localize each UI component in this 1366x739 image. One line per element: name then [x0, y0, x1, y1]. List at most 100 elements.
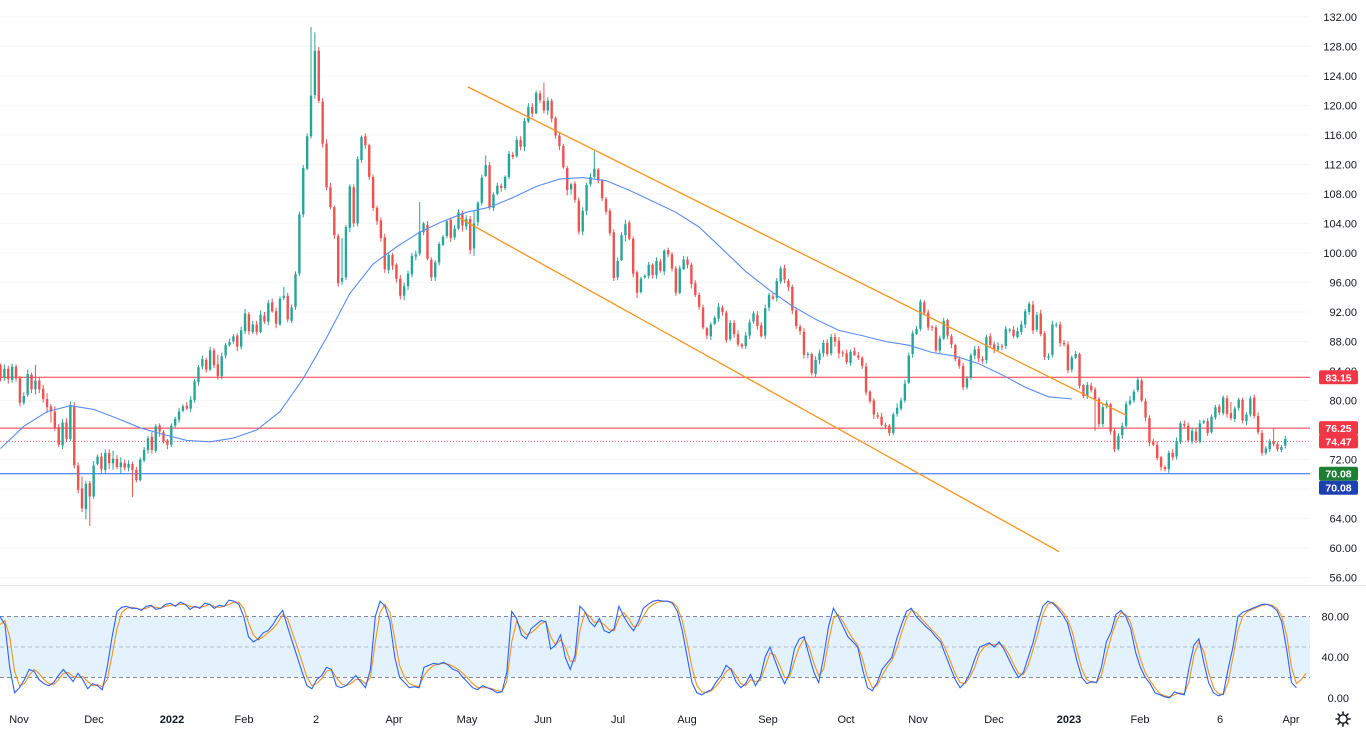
- candle-body: [34, 380, 37, 390]
- candle-body: [938, 338, 942, 351]
- candle: [317, 47, 320, 104]
- candle: [1218, 404, 1221, 416]
- candle: [30, 372, 33, 394]
- candle: [798, 324, 802, 335]
- candle: [950, 334, 953, 349]
- candle: [1202, 419, 1205, 425]
- candle: [1245, 412, 1248, 425]
- candle-body: [651, 264, 654, 276]
- candle-body: [1012, 329, 1015, 337]
- time-tick-label: Sep: [758, 714, 778, 726]
- candle-body: [107, 452, 111, 464]
- gear-icon[interactable]: [1335, 711, 1351, 727]
- candle: [864, 362, 868, 396]
- price-tick-label: 60.00: [1329, 543, 1357, 555]
- candle: [181, 404, 185, 413]
- candle-body: [476, 202, 480, 222]
- time-tick-label: May: [457, 714, 478, 726]
- candle-body: [49, 406, 53, 412]
- candle: [729, 320, 732, 341]
- candle: [313, 32, 317, 99]
- candle: [639, 276, 643, 294]
- candle: [139, 457, 142, 482]
- candle-body: [1214, 407, 1217, 418]
- candle: [41, 385, 45, 403]
- candle: [146, 435, 150, 454]
- candle-body: [232, 336, 235, 342]
- candle-body: [569, 184, 573, 190]
- candle-body: [534, 92, 538, 114]
- candle: [833, 333, 837, 347]
- candle-body: [860, 357, 864, 366]
- time-tick-label: 6: [1217, 714, 1223, 726]
- candle-body: [22, 396, 25, 403]
- candle-body: [542, 100, 546, 111]
- candle: [1039, 309, 1042, 337]
- candle: [107, 449, 111, 470]
- candle: [907, 352, 910, 385]
- candle-body: [224, 345, 227, 356]
- candle: [255, 320, 258, 335]
- candle-body: [18, 378, 22, 403]
- candle: [721, 305, 724, 316]
- candle-body: [597, 169, 600, 181]
- candle: [624, 219, 627, 242]
- candle-body: [1237, 399, 1240, 408]
- candle: [1256, 412, 1260, 435]
- candle-body: [1148, 418, 1151, 443]
- candle-body: [1008, 329, 1011, 331]
- time-tick-label: Aug: [677, 714, 697, 726]
- time-axis[interactable]: Nov Dec 2022 Feb 2 Apr May Jun Jul Aug Sep Oct Nov De…: [9, 714, 1300, 726]
- candle: [880, 413, 883, 427]
- candle: [197, 365, 200, 386]
- candle: [465, 215, 468, 231]
- candle: [1179, 421, 1182, 445]
- candle-body: [189, 399, 192, 409]
- channel-lower-line[interactable]: [458, 216, 1060, 553]
- oscillator-axis[interactable]: 80.00 40.00 0.00: [1321, 611, 1349, 704]
- channel-upper-line[interactable]: [467, 86, 1127, 416]
- candle-body: [437, 244, 441, 263]
- candle-body: [1175, 441, 1178, 457]
- candle-body: [826, 342, 829, 355]
- candle-body: [1249, 398, 1252, 415]
- candle: [1066, 341, 1070, 374]
- candle: [678, 265, 681, 295]
- candle: [166, 438, 169, 450]
- candle: [992, 341, 996, 354]
- candle-body: [228, 342, 231, 346]
- candle-body: [690, 264, 693, 284]
- candle: [34, 365, 37, 395]
- candle: [488, 162, 491, 211]
- candle-body: [674, 268, 678, 293]
- price-tick-label: 128.00: [1323, 41, 1357, 53]
- candle-body: [1233, 408, 1237, 419]
- candle: [88, 480, 91, 526]
- trend-channel[interactable]: [458, 86, 1127, 553]
- candle: [911, 330, 914, 358]
- price-axis[interactable]: 132.00 128.00 124.00 120.00 116.00 112.00 108.…: [1311, 0, 1366, 586]
- candle: [414, 250, 418, 261]
- candle-body: [546, 100, 549, 111]
- candle: [694, 280, 697, 298]
- candle-body: [216, 364, 220, 377]
- candle: [919, 299, 922, 332]
- candle-body: [123, 463, 126, 468]
- candle-body: [829, 337, 833, 354]
- candle: [418, 201, 421, 256]
- candle: [1159, 455, 1163, 471]
- candle-body: [585, 185, 588, 211]
- candle: [430, 257, 433, 281]
- candle-body: [694, 283, 697, 295]
- candle: [10, 363, 14, 383]
- candle-body: [795, 310, 798, 326]
- candle: [61, 418, 64, 450]
- candle: [406, 270, 410, 290]
- candle: [356, 156, 359, 227]
- candle: [305, 133, 309, 171]
- candle-body: [659, 261, 662, 271]
- candle-body: [791, 286, 794, 311]
- candle-body: [1140, 380, 1143, 401]
